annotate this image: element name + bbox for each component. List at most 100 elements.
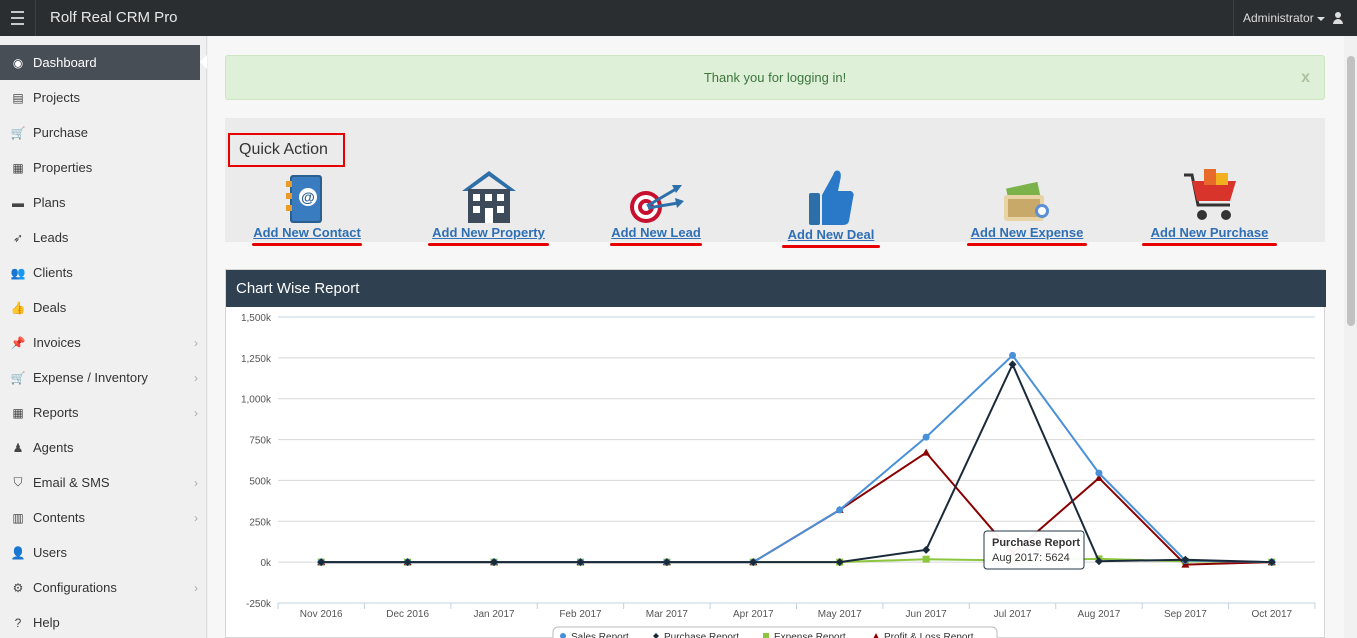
series-line-sales-report[interactable] (321, 353, 1272, 564)
thumbs-up-icon[interactable] (782, 163, 880, 227)
svg-text:@: @ (301, 189, 315, 205)
quick-action-label[interactable]: Add New Expense (970, 225, 1084, 240)
house-icon[interactable] (428, 163, 549, 225)
sidebar-item-leads[interactable]: ➶ Leads (0, 220, 207, 255)
quick-action-add-new-purchase[interactable]: Add New Purchase (1142, 163, 1277, 246)
sidebar-item-label: Purchase (33, 125, 88, 140)
x-tick-label: Jul 2017 (994, 609, 1032, 620)
sidebar-item-dashboard[interactable]: ◉ Dashboard (0, 45, 207, 80)
sidebar-item-expense-inventory[interactable]: 🛒 Expense / Inventory › (0, 360, 207, 395)
top-navbar: Rolf Real CRM Pro Administrator (0, 0, 1357, 36)
data-point[interactable] (1094, 473, 1103, 481)
red-underline-annotation (782, 245, 880, 248)
x-tick-label: Dec 2016 (386, 609, 429, 620)
x-tick-label: May 2017 (818, 609, 862, 620)
quick-action-label[interactable]: Add New Lead (611, 225, 701, 240)
x-tick-label: Feb 2017 (559, 609, 602, 620)
data-point[interactable] (835, 558, 844, 567)
sidebar-item-email-sms[interactable]: ⛉ Email & SMS › (0, 465, 207, 500)
sidebar-item-help[interactable]: ? Help (0, 605, 207, 638)
shopping-cart-icon[interactable] (1142, 163, 1277, 225)
sidebar-item-label: Plans (33, 195, 66, 210)
cart-icon: 🛒 (10, 370, 26, 385)
thumbs-up-icon: 👍 (10, 300, 26, 315)
quick-action-label[interactable]: Add New Contact (253, 225, 361, 240)
sidebar-item-label: Contents (33, 510, 86, 525)
data-point[interactable] (403, 558, 412, 567)
data-point[interactable] (922, 555, 930, 563)
data-point[interactable] (836, 506, 844, 514)
sidebar-item-purchase[interactable]: 🛒 Purchase (0, 115, 207, 150)
data-point[interactable] (922, 433, 930, 441)
caret-down-icon (1316, 17, 1325, 21)
quick-action-label[interactable]: Add New Property (432, 225, 545, 240)
data-point[interactable] (1008, 360, 1017, 369)
sidebar-item-projects[interactable]: ▤ Projects (0, 80, 207, 115)
data-point[interactable] (1095, 469, 1103, 477)
sidebar-item-clients[interactable]: 👥 Clients (0, 255, 207, 290)
data-point[interactable] (317, 558, 326, 567)
cogs-icon: ⚙ (12, 580, 24, 595)
sidebar-item-plans[interactable]: ▬ Plans (0, 185, 207, 220)
chart-legend: Sales Report Purchase Report Expense Repor… (552, 626, 998, 638)
data-point[interactable] (749, 558, 758, 567)
users-icon: 👥 (10, 265, 26, 280)
data-point[interactable] (1009, 351, 1017, 359)
target-icon[interactable] (610, 163, 702, 225)
chevron-right-icon: › (194, 581, 198, 595)
sidebar-item-invoices[interactable]: 📌 Invoices › (0, 325, 207, 360)
data-point[interactable] (490, 558, 499, 567)
quick-action-add-new-expense[interactable]: Add New Expense (967, 163, 1087, 246)
data-point[interactable] (922, 448, 931, 456)
series-line-purchase-report[interactable] (321, 361, 1272, 564)
agent-icon: ♟ (12, 440, 24, 455)
user-menu[interactable]: Administrator (1233, 0, 1357, 36)
y-tick-label: 1,250k (241, 354, 272, 365)
x-tick-label: Oct 2017 (1251, 609, 1292, 620)
sidebar-item-agents[interactable]: ♟ Agents (0, 430, 207, 465)
data-point[interactable] (1094, 557, 1103, 566)
data-point[interactable] (1181, 555, 1190, 564)
sidebar-item-deals[interactable]: 👍 Deals (0, 290, 207, 325)
legend-item[interactable]: Expense Report (763, 632, 846, 638)
data-point[interactable] (662, 558, 671, 567)
user-name: Administrator (1243, 11, 1314, 25)
legend-item[interactable]: Purchase Report (653, 632, 739, 638)
sidebar-item-label: Email & SMS (33, 475, 110, 490)
money-icon[interactable] (967, 163, 1087, 225)
legend-item[interactable]: Profit & Loss Report (873, 632, 974, 638)
chart-tooltip: Purchase Report Aug 2017: 5624 (983, 530, 1085, 570)
quick-action-add-new-contact[interactable]: @ Add New Contact (252, 163, 362, 246)
data-point[interactable] (922, 545, 931, 554)
page-scrollbar[interactable] (1344, 36, 1357, 638)
quick-action-label[interactable]: Add New Purchase (1150, 225, 1269, 240)
series-line-profit-loss-report[interactable] (321, 451, 1272, 566)
sidebar-item-reports[interactable]: ▦ Reports › (0, 395, 207, 430)
red-underline-annotation (252, 243, 362, 246)
tooltip-text: Aug 2017: 5624 (992, 552, 1070, 564)
quick-action-add-new-deal[interactable]: Add New Deal (782, 163, 880, 248)
pin-icon: 📌 (10, 335, 26, 350)
legend-item[interactable]: Sales Report (560, 632, 629, 638)
data-point[interactable] (1181, 560, 1190, 568)
data-point[interactable] (576, 558, 585, 567)
scrollbar-thumb[interactable] (1347, 56, 1355, 326)
red-underline-annotation (610, 243, 702, 246)
quick-action-add-new-lead[interactable]: Add New Lead (610, 163, 702, 246)
y-tick-label: 250k (249, 517, 272, 528)
alert-message: Thank you for logging in! (703, 70, 847, 85)
data-point[interactable] (1267, 558, 1276, 567)
menu-toggle-button[interactable] (0, 0, 36, 36)
alert-close-button[interactable]: x (1301, 69, 1310, 86)
sidebar-item-properties[interactable]: ▦ Properties (0, 150, 207, 185)
sidebar-item-contents[interactable]: ▥ Contents › (0, 500, 207, 535)
app-title[interactable]: Rolf Real CRM Pro (50, 9, 178, 26)
chevron-right-icon: › (194, 371, 198, 385)
sidebar-item-label: Users (33, 545, 67, 560)
address-book-icon[interactable]: @ (252, 163, 362, 225)
quick-action-label[interactable]: Add New Deal (787, 227, 875, 242)
quick-action-add-new-property[interactable]: Add New Property (428, 163, 549, 246)
sidebar-item-users[interactable]: 👤 Users (0, 535, 207, 570)
sidebar-item-label: Agents (33, 440, 74, 455)
sidebar-item-configurations[interactable]: ⚙ Configurations › (0, 570, 207, 605)
